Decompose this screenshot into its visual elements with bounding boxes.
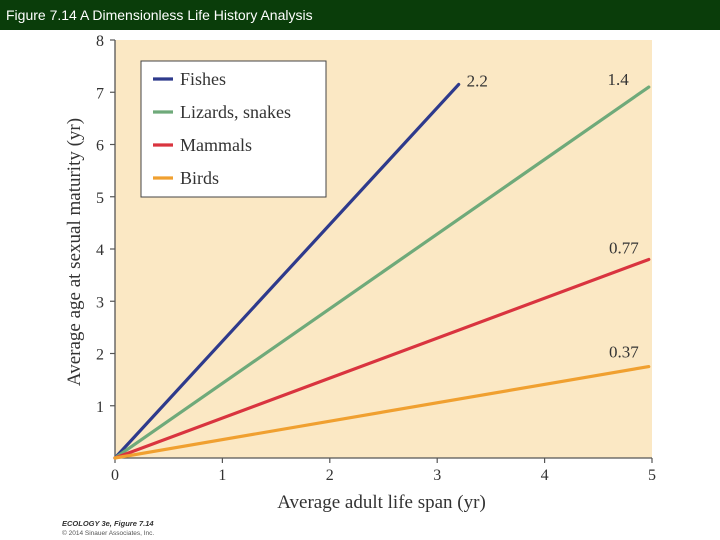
slope-label-fishes: 2.2 bbox=[467, 71, 488, 90]
figure-title: Figure 7.14 A Dimensionless Life History… bbox=[6, 7, 313, 23]
series-line-mammals bbox=[113, 257, 651, 460]
y-tick-label: 4 bbox=[96, 242, 104, 259]
slope-label-birds: 0.37 bbox=[609, 343, 639, 362]
x-tick-label: 2 bbox=[326, 467, 334, 484]
y-tick-label: 2 bbox=[96, 347, 104, 364]
legend-label: Mammals bbox=[180, 135, 252, 155]
x-tick-label: 5 bbox=[648, 467, 656, 484]
legend-box bbox=[140, 60, 327, 198]
legend-label: Birds bbox=[180, 168, 219, 188]
y-tick-label: 1 bbox=[96, 399, 104, 416]
slope-label-lizards-snakes: 1.4 bbox=[608, 70, 630, 89]
legend-label: Lizards, snakes bbox=[180, 102, 291, 122]
copyright-line: © 2014 Sinauer Associates, Inc. bbox=[62, 530, 155, 537]
y-axis-label: Average age at sexual maturity (yr) bbox=[64, 118, 85, 386]
series-line-birds bbox=[113, 364, 651, 460]
series-line-fishes bbox=[113, 82, 461, 460]
slope-label-mammals: 0.77 bbox=[609, 238, 639, 257]
x-tick-label: 3 bbox=[433, 467, 441, 484]
x-tick-label: 4 bbox=[541, 467, 549, 484]
x-axis-label: Average adult life span (yr) bbox=[277, 492, 486, 513]
series-line-lizards-snakes bbox=[113, 85, 651, 460]
chart: 0 1 2 3 4 5 1 2 3 4 5 6 7 8 2.2 1.4 0.77 0.37 Fishes Liza… bbox=[64, 33, 656, 513]
y-tick-label: 6 bbox=[96, 138, 104, 155]
y-tick-label: 7 bbox=[96, 85, 104, 102]
y-tick-label: 8 bbox=[96, 33, 104, 50]
x-tick-label: 0 bbox=[111, 467, 119, 484]
title-bar: Figure 7.14 A Dimensionless Life History… bbox=[0, 0, 720, 30]
y-tick-label: 5 bbox=[96, 190, 104, 207]
credit-line: ECOLOGY 3e, Figure 7.14 bbox=[62, 519, 154, 528]
y-tick-label: 3 bbox=[96, 294, 104, 311]
legend-label: Fishes bbox=[180, 69, 226, 89]
x-tick-label: 1 bbox=[218, 467, 226, 484]
